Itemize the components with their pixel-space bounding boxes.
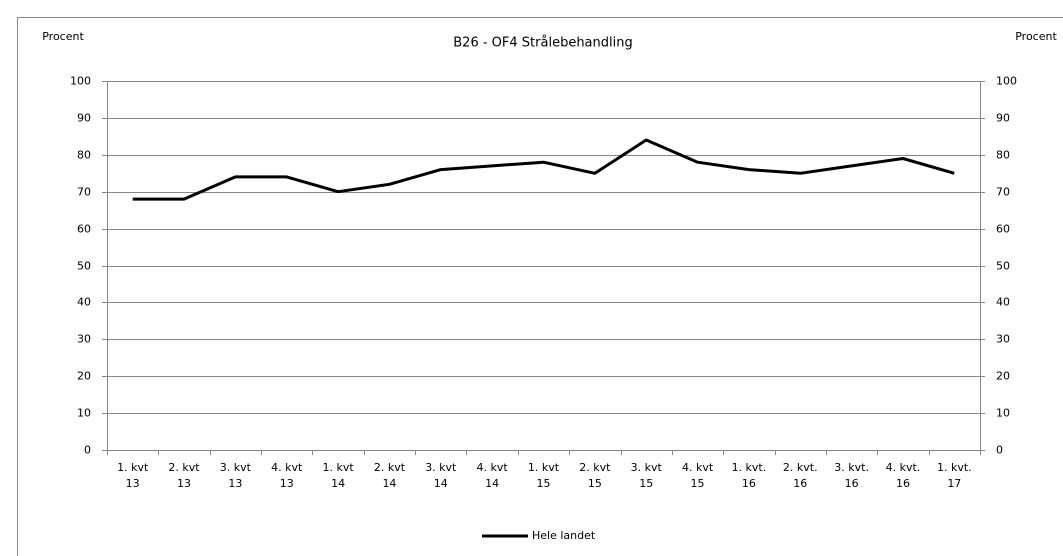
y2-tick-label: 0 — [996, 444, 1003, 457]
y-tick-label: 80 — [77, 149, 91, 162]
x-tick-label: 1. kvt. 17 — [937, 461, 972, 490]
x-tick-label: 2. kvt 14 — [374, 461, 406, 490]
x-tick-label: 2. kvt. 16 — [783, 461, 818, 490]
x-tick-label: 4. kvt 13 — [271, 461, 303, 490]
y2-tick-label: 70 — [996, 186, 1010, 199]
x-tick-label: 4. kvt. 16 — [886, 461, 921, 490]
y-tick-label: 40 — [77, 296, 91, 309]
x-tick-label: 2. kvt 15 — [579, 461, 611, 490]
x-tick-label: 4. kvt 14 — [477, 461, 509, 490]
y2-tick-label: 50 — [996, 260, 1010, 273]
x-tick-label: 1. kvt 15 — [528, 461, 560, 490]
y-tick-label: 70 — [77, 186, 91, 199]
y2-tick-label: 80 — [996, 149, 1010, 162]
x-tick-label: 1. kvt 14 — [322, 461, 354, 490]
x-tick-label: 3. kvt 14 — [425, 461, 457, 490]
y2-tick-label: 40 — [996, 296, 1010, 309]
x-tick-label: 1. kvt 13 — [117, 461, 149, 490]
chart-frame — [17, 17, 1063, 556]
y-tick-label: 30 — [77, 333, 91, 346]
y-tick-label: 20 — [77, 370, 91, 383]
y-tick-label: 90 — [77, 112, 91, 125]
x-tick-label: 3. kvt 13 — [220, 461, 252, 490]
y2-tick-label: 20 — [996, 370, 1010, 383]
y2-tick-label: 30 — [996, 333, 1010, 346]
y-tick-label: 50 — [77, 260, 91, 273]
chart-title: B26 - OF4 Strålebehandling — [453, 36, 632, 51]
y-tick-label: 60 — [77, 223, 91, 236]
y-tick-label: 0 — [84, 444, 91, 457]
y2-tick-label: 90 — [996, 112, 1010, 125]
y2-tick-label: 100 — [996, 75, 1017, 88]
y-tick-label: 100 — [70, 75, 91, 88]
x-tick-label: 3. kvt 15 — [631, 461, 663, 490]
series-line — [132, 138, 955, 201]
x-tick-label: 2. kvt 13 — [168, 461, 200, 490]
y2-tick-label: 60 — [996, 223, 1010, 236]
y-axis-label: Procent — [42, 30, 84, 43]
legend-label: Hele landet — [532, 529, 596, 542]
x-tick-label: 4. kvt 15 — [682, 461, 714, 490]
x-tick-label: 1. kvt. 16 — [732, 461, 767, 490]
x-tick-label: 3. kvt. 16 — [834, 461, 869, 490]
y2-axis-label: Procent — [1015, 30, 1057, 43]
y-tick-label: 10 — [77, 407, 91, 420]
y2-tick-label: 10 — [996, 407, 1010, 420]
